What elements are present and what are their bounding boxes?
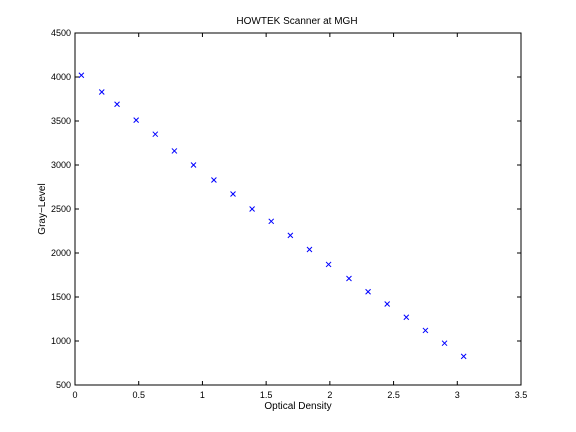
y-tick-label: 1500 bbox=[51, 292, 71, 302]
y-tick-label: 2000 bbox=[51, 248, 71, 258]
x-tick-label: 3 bbox=[455, 390, 460, 400]
y-tick-label: 500 bbox=[56, 380, 71, 390]
data-point bbox=[365, 288, 371, 295]
data-point bbox=[403, 314, 410, 321]
plot-area: 0 0.5 1 1.5 2 2.5 3 3.5 500 1000 1500 2000 2500 3000… bbox=[51, 28, 527, 400]
y-tick-label: 4500 bbox=[51, 28, 71, 38]
data-point bbox=[114, 101, 120, 108]
data-markers bbox=[78, 72, 467, 360]
data-point bbox=[152, 131, 159, 138]
data-point bbox=[268, 218, 275, 225]
chart-title: HOWTEK Scanner at MGH bbox=[236, 16, 357, 27]
data-point bbox=[460, 353, 467, 360]
x-tick-label: 1.5 bbox=[260, 390, 273, 400]
y-tick-label: 1000 bbox=[51, 336, 71, 346]
x-tick-label: 1 bbox=[200, 390, 205, 400]
x-tick-label: 0.5 bbox=[132, 390, 145, 400]
data-point bbox=[249, 206, 255, 212]
y-axis-ticks: 500 1000 1500 2000 2500 3000 3500 4000 4500 bbox=[51, 28, 521, 390]
data-point bbox=[133, 117, 140, 123]
x-axis-title: Optical Density bbox=[264, 401, 331, 412]
data-point bbox=[287, 232, 294, 239]
data-point bbox=[441, 340, 448, 347]
data-point bbox=[346, 275, 352, 282]
x-tick-label: 2.5 bbox=[387, 390, 400, 400]
y-axis-title: Gray−Level bbox=[37, 183, 48, 234]
axes-box bbox=[74, 32, 522, 386]
data-point bbox=[306, 246, 313, 253]
y-tick-label: 3000 bbox=[51, 160, 71, 170]
data-point bbox=[325, 261, 332, 268]
x-tick-label: 3.5 bbox=[515, 390, 528, 400]
x-tick-label: 2 bbox=[327, 390, 332, 400]
y-tick-label: 3500 bbox=[51, 116, 71, 126]
data-point bbox=[384, 301, 391, 307]
x-tick-label: 0 bbox=[72, 390, 77, 400]
data-point bbox=[171, 148, 178, 154]
y-tick-label: 4000 bbox=[51, 72, 71, 82]
data-point bbox=[211, 177, 217, 183]
data-point bbox=[230, 191, 236, 197]
x-axis-ticks: 0 0.5 1 1.5 2 2.5 3 3.5 bbox=[72, 33, 527, 400]
data-point bbox=[98, 89, 105, 95]
data-point bbox=[422, 327, 429, 334]
y-tick-label: 2500 bbox=[51, 204, 71, 214]
data-point bbox=[190, 162, 197, 168]
data-point bbox=[78, 72, 85, 79]
